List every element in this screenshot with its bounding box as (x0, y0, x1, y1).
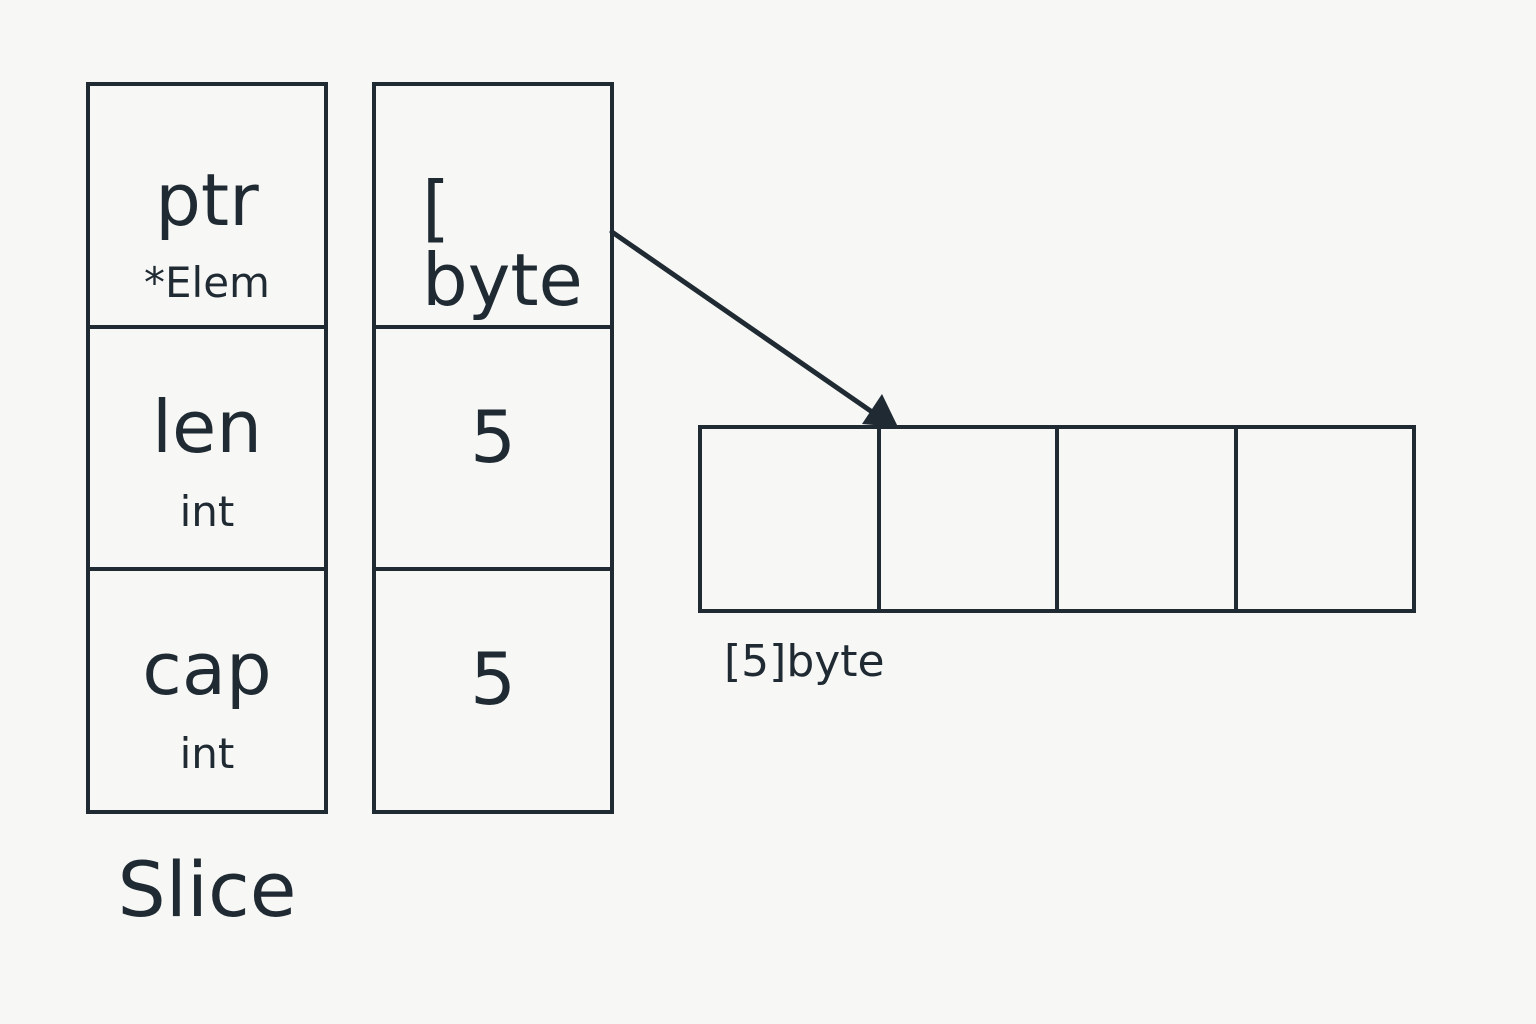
value-ptr-cell: [ byte (376, 86, 610, 329)
slice-field-ptr: ptr *Elem (90, 86, 324, 329)
array-cell (1059, 429, 1238, 609)
slice-field-len: len int (90, 329, 324, 572)
array-cell (702, 429, 881, 609)
array-caption: [5]byte (724, 636, 885, 687)
slice-caption: Slice (117, 845, 297, 934)
value-len-cell: 5 (376, 329, 610, 572)
field-name-len: len (152, 384, 262, 469)
backing-array (698, 425, 1416, 613)
pointer-arrow-line (609, 229, 878, 417)
value-ptr: [ byte (422, 166, 583, 322)
field-name-ptr: ptr (155, 158, 259, 242)
value-len: 5 (470, 394, 516, 479)
slice-field-cap: cap int (90, 571, 324, 810)
pointer-arrowhead-icon (862, 394, 898, 427)
field-name-cap: cap (142, 627, 272, 712)
field-type-len: int (179, 486, 235, 536)
slice-values-column: [ byte 5 5 (372, 82, 614, 814)
field-type-cap: int (179, 729, 235, 779)
slice-header-column: ptr *Elem len int cap int (86, 82, 328, 814)
array-cell (1238, 429, 1413, 609)
value-cap: 5 (470, 637, 516, 722)
field-type-ptr: *Elem (144, 258, 270, 307)
array-cell (881, 429, 1059, 609)
value-cap-cell: 5 (376, 571, 610, 810)
